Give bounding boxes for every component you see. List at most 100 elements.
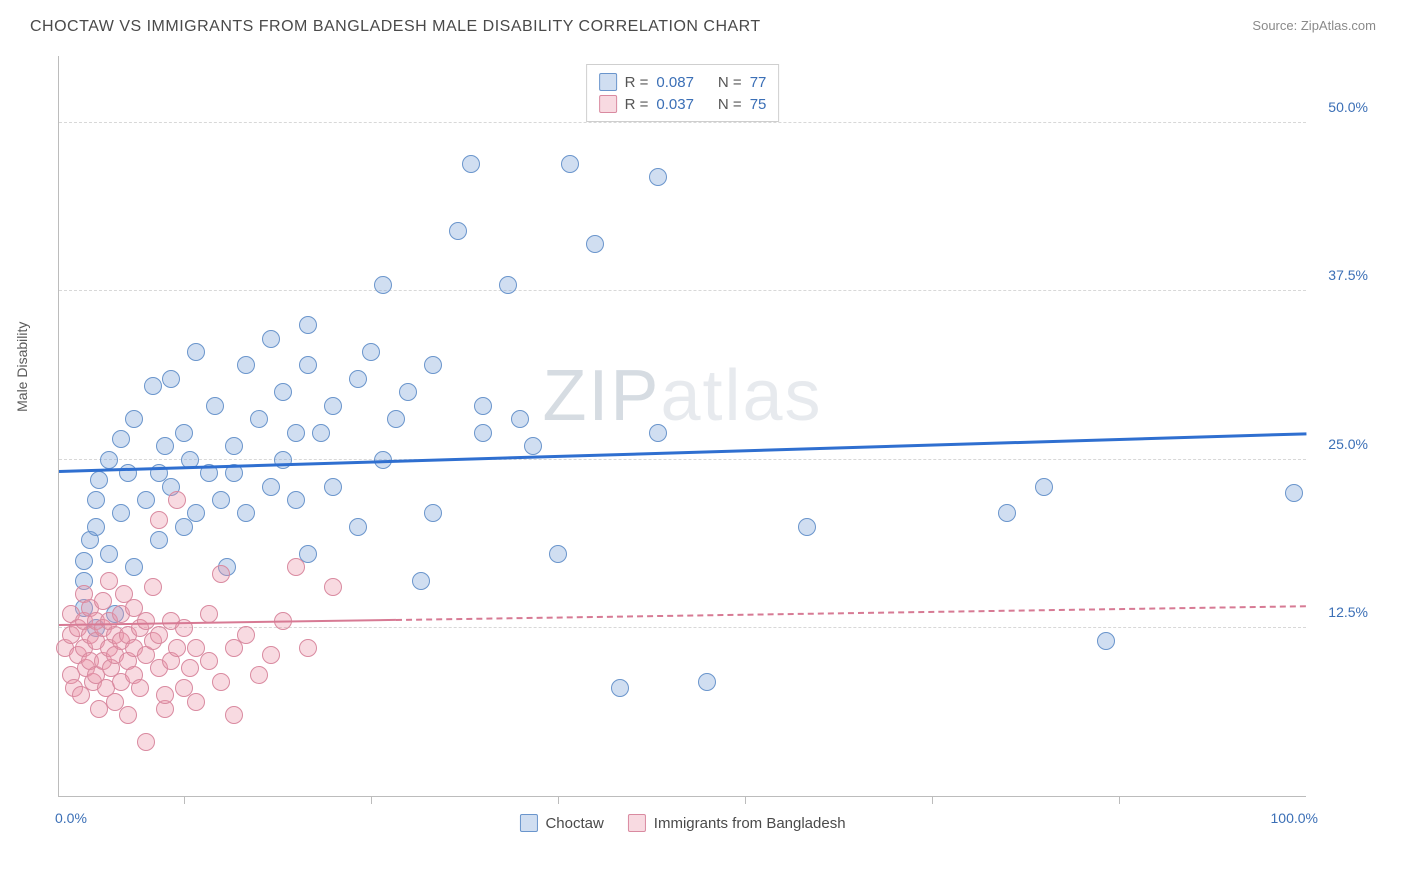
scatter-point (586, 235, 604, 253)
watermark-zip: ZIP (542, 356, 660, 436)
scatter-point (175, 424, 193, 442)
scatter-point (200, 652, 218, 670)
scatter-point (549, 545, 567, 563)
legend-swatch (519, 814, 537, 832)
x-tick (932, 796, 933, 804)
y-axis-label: Male Disability (14, 321, 30, 411)
scatter-point (225, 437, 243, 455)
legend-n-label: N = (718, 96, 742, 113)
scatter-point (250, 666, 268, 684)
scatter-point (100, 451, 118, 469)
plot-area: ZIPatlas R = 0.087N = 77R = 0.037N = 75 … (58, 56, 1306, 797)
y-tick-label: 12.5% (1328, 604, 1368, 620)
gridline (59, 290, 1306, 291)
legend-series-name: Immigrants from Bangladesh (654, 815, 846, 832)
legend-swatch (599, 73, 617, 91)
scatter-point (387, 410, 405, 428)
y-tick-label: 25.0% (1328, 436, 1368, 452)
scatter-point (649, 168, 667, 186)
chart-area: Male Disability ZIPatlas R = 0.087N = 77… (30, 50, 1376, 847)
scatter-point (1035, 478, 1053, 496)
legend-series-name: Choctaw (545, 815, 603, 832)
scatter-point (561, 155, 579, 173)
scatter-point (90, 471, 108, 489)
trend-line (59, 433, 1306, 473)
legend-swatch (599, 95, 617, 113)
x-tick-label: 0.0% (55, 810, 87, 826)
scatter-point (287, 491, 305, 509)
x-tick-label: 100.0% (1271, 810, 1318, 826)
scatter-point (112, 430, 130, 448)
scatter-point (162, 370, 180, 388)
legend-n-value: 77 (750, 74, 767, 91)
scatter-point (611, 679, 629, 697)
legend-r-label: R = (625, 74, 649, 91)
scatter-point (374, 276, 392, 294)
scatter-point (287, 424, 305, 442)
scatter-point (237, 356, 255, 374)
scatter-point (225, 706, 243, 724)
legend-stat-row: R = 0.037 N = 75 (599, 93, 767, 115)
scatter-point (649, 424, 667, 442)
scatter-point (168, 639, 186, 657)
chart-source: Source: ZipAtlas.com (1252, 18, 1376, 33)
scatter-point (698, 673, 716, 691)
scatter-point (137, 491, 155, 509)
legend-item: Choctaw (519, 814, 603, 832)
watermark-atlas: atlas (660, 356, 822, 436)
scatter-point (94, 592, 112, 610)
scatter-point (187, 693, 205, 711)
scatter-point (119, 706, 137, 724)
scatter-point (100, 545, 118, 563)
scatter-point (262, 646, 280, 664)
scatter-point (511, 410, 529, 428)
scatter-point (524, 437, 542, 455)
scatter-point (287, 558, 305, 576)
scatter-point (462, 155, 480, 173)
scatter-point (424, 504, 442, 522)
scatter-point (324, 578, 342, 596)
scatter-point (87, 518, 105, 536)
scatter-point (798, 518, 816, 536)
gridline (59, 122, 1306, 123)
x-tick (1119, 796, 1120, 804)
trend-line-dashed (396, 605, 1306, 621)
legend-r-value: 0.037 (656, 96, 694, 113)
scatter-point (112, 504, 130, 522)
legend-item: Immigrants from Bangladesh (628, 814, 846, 832)
legend-swatch (628, 814, 646, 832)
x-tick (184, 796, 185, 804)
x-tick (558, 796, 559, 804)
scatter-point (212, 673, 230, 691)
y-tick-label: 50.0% (1328, 99, 1368, 115)
legend-n-value: 75 (750, 96, 767, 113)
scatter-point (125, 410, 143, 428)
scatter-point (137, 733, 155, 751)
scatter-point (250, 410, 268, 428)
scatter-point (100, 572, 118, 590)
source-label: Source: (1252, 18, 1297, 33)
scatter-point (212, 565, 230, 583)
scatter-point (262, 478, 280, 496)
scatter-point (499, 276, 517, 294)
scatter-point (237, 504, 255, 522)
scatter-point (312, 424, 330, 442)
scatter-point (187, 504, 205, 522)
chart-header: CHOCTAW VS IMMIGRANTS FROM BANGLADESH MA… (0, 0, 1406, 44)
scatter-point (156, 686, 174, 704)
scatter-point (324, 478, 342, 496)
scatter-point (181, 659, 199, 677)
legend-r-label: R = (625, 96, 649, 113)
scatter-point (274, 451, 292, 469)
x-tick (371, 796, 372, 804)
source-link[interactable]: ZipAtlas.com (1301, 18, 1376, 33)
scatter-point (449, 222, 467, 240)
chart-title: CHOCTAW VS IMMIGRANTS FROM BANGLADESH MA… (30, 18, 761, 36)
scatter-point (75, 552, 93, 570)
scatter-point (168, 491, 186, 509)
scatter-point (349, 370, 367, 388)
legend-n-label: N = (718, 74, 742, 91)
scatter-point (362, 343, 380, 361)
scatter-point (125, 558, 143, 576)
scatter-point (299, 356, 317, 374)
